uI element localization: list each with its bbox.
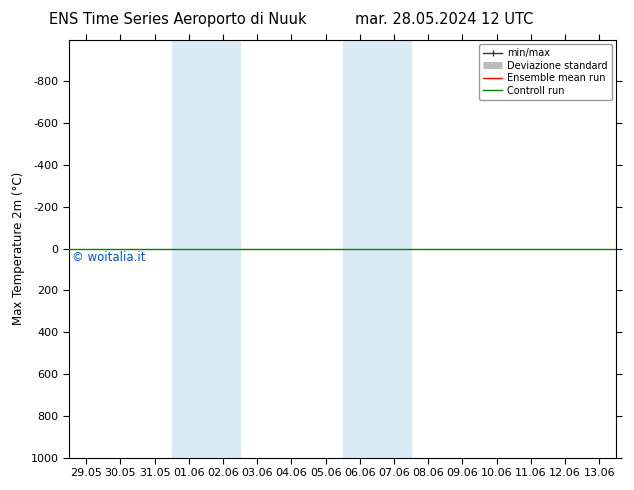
Legend: min/max, Deviazione standard, Ensemble mean run, Controll run: min/max, Deviazione standard, Ensemble m… [479,45,612,99]
Y-axis label: Max Temperature 2m (°C): Max Temperature 2m (°C) [12,172,25,325]
Bar [172,40,240,458]
Bar [343,40,411,458]
Text: mar. 28.05.2024 12 UTC: mar. 28.05.2024 12 UTC [354,12,533,27]
Text: ENS Time Series Aeroporto di Nuuk: ENS Time Series Aeroporto di Nuuk [49,12,306,27]
Text: © woitalia.it: © woitalia.it [72,251,145,264]
